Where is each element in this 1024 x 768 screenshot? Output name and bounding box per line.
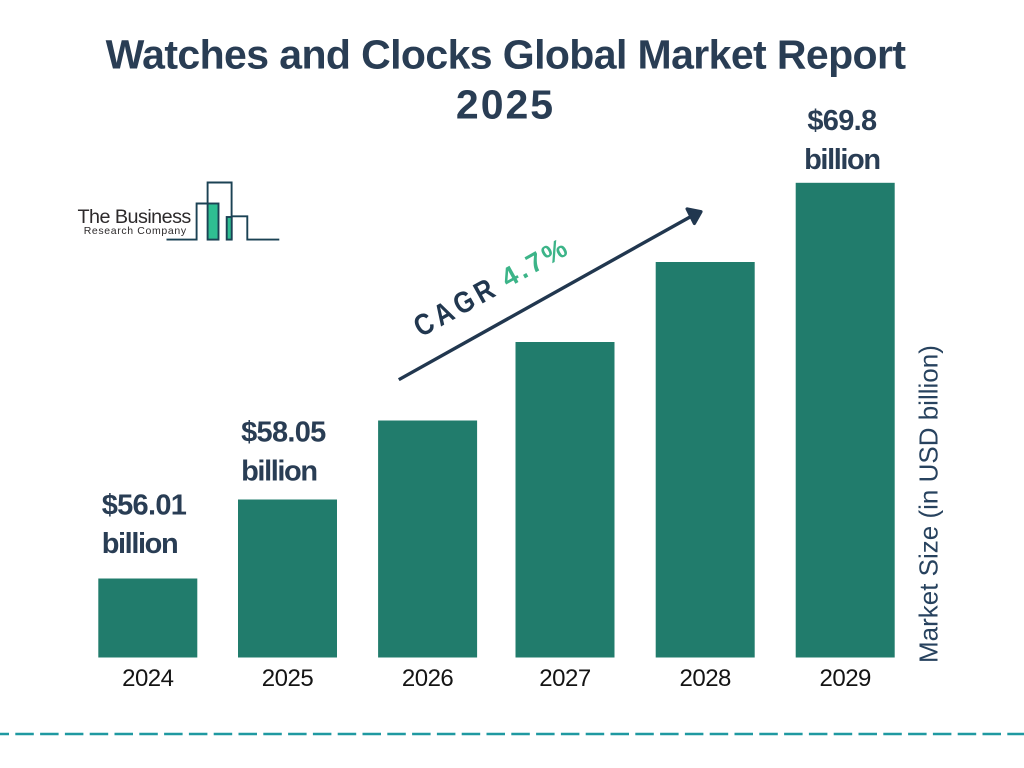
svg-text:The Business: The Business xyxy=(78,206,192,228)
svg-text:2028: 2028 xyxy=(680,665,732,692)
svg-text:2024: 2024 xyxy=(122,665,174,692)
svg-text:Market Size (in USD billion): Market Size (in USD billion) xyxy=(913,345,943,663)
svg-text:2025: 2025 xyxy=(262,665,314,692)
svg-text:2025: 2025 xyxy=(456,81,555,127)
svg-text:billion: billion xyxy=(241,455,317,487)
svg-text:2027: 2027 xyxy=(539,665,591,692)
svg-text:billion: billion xyxy=(804,144,880,176)
svg-text:Watches and Clocks Global Mark: Watches and Clocks Global Market Report xyxy=(106,31,907,77)
svg-text:2029: 2029 xyxy=(820,665,872,692)
svg-text:billion: billion xyxy=(102,528,178,560)
svg-text:2026: 2026 xyxy=(402,665,454,692)
svg-text:$69.8: $69.8 xyxy=(807,105,877,137)
svg-text:$56.01: $56.01 xyxy=(102,490,187,522)
svg-text:Research Company: Research Company xyxy=(84,225,187,237)
svg-text:$58.05: $58.05 xyxy=(241,417,326,449)
